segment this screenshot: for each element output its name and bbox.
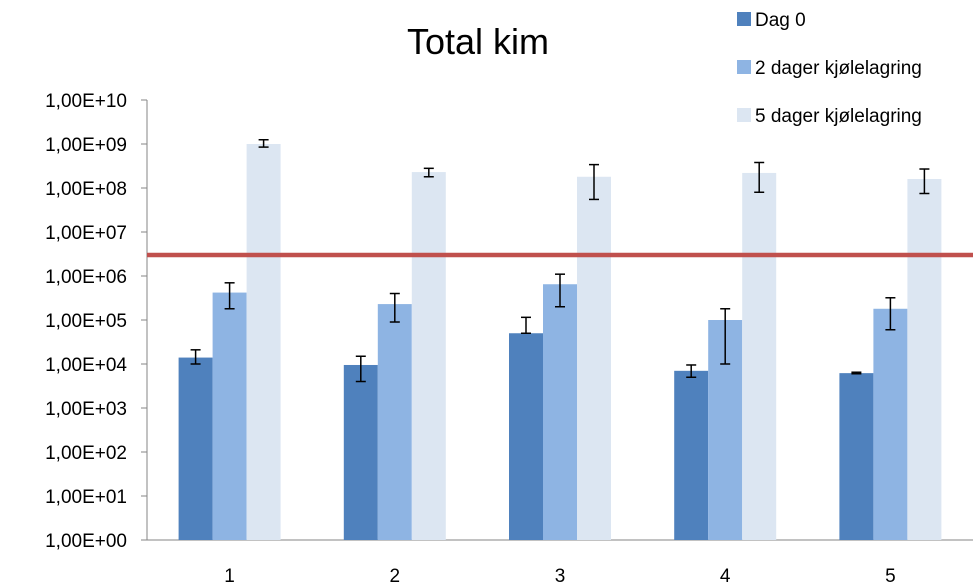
y-tick-label: 1,00E+09 bbox=[45, 135, 127, 156]
y-tick-label: 1,00E+03 bbox=[45, 399, 127, 420]
bar bbox=[377, 304, 412, 540]
x-tick-label: 3 bbox=[555, 566, 566, 586]
legend-swatch bbox=[737, 108, 751, 122]
bar bbox=[178, 357, 213, 540]
y-tick-label: 1,00E+00 bbox=[45, 531, 127, 552]
error-bars bbox=[190, 138, 930, 383]
bar bbox=[411, 172, 446, 540]
bar bbox=[212, 292, 247, 540]
bar bbox=[509, 333, 543, 540]
bar bbox=[246, 144, 281, 540]
y-tick-label: 1,00E+02 bbox=[45, 443, 127, 464]
bar bbox=[543, 284, 577, 540]
y-tick-label: 1,00E+07 bbox=[45, 223, 127, 244]
bar bbox=[343, 364, 378, 540]
x-tick-label: 5 bbox=[885, 566, 896, 586]
x-axis: 1 2 3 4 5 bbox=[147, 539, 973, 586]
legend-label: 2 dager kjølelagring bbox=[755, 58, 922, 79]
x-tick-label: 4 bbox=[720, 566, 731, 586]
y-tick-label: 1,00E+05 bbox=[45, 311, 127, 332]
chart-title: Total kim bbox=[407, 21, 549, 62]
bar bbox=[873, 308, 908, 540]
y-tick-label: 1,00E+04 bbox=[45, 355, 127, 376]
y-tick-label: 1,00E+08 bbox=[45, 179, 127, 200]
bar bbox=[839, 373, 874, 540]
legend-label: Dag 0 bbox=[755, 10, 806, 31]
bars bbox=[178, 144, 942, 540]
y-tick-label: 1,00E+01 bbox=[45, 487, 127, 508]
x-tick-label: 1 bbox=[224, 566, 235, 586]
legend-swatch bbox=[737, 12, 751, 26]
legend: Dag 0 2 dager kjølelagring 5 dager kjølela… bbox=[737, 10, 922, 127]
bar bbox=[674, 370, 709, 540]
bar bbox=[742, 172, 777, 540]
legend-swatch bbox=[737, 60, 751, 74]
bar bbox=[907, 179, 942, 540]
x-tick-label: 2 bbox=[390, 566, 401, 586]
y-tick-label: 1,00E+10 bbox=[45, 91, 127, 112]
legend-label: 5 dager kjølelagring bbox=[755, 106, 922, 127]
y-tick-label: 1,00E+06 bbox=[45, 267, 127, 288]
bar bbox=[577, 176, 611, 540]
y-axis: 1,00E+00 1,00E+01 1,00E+02 1,00E+03 1,00E+04… bbox=[45, 91, 148, 552]
